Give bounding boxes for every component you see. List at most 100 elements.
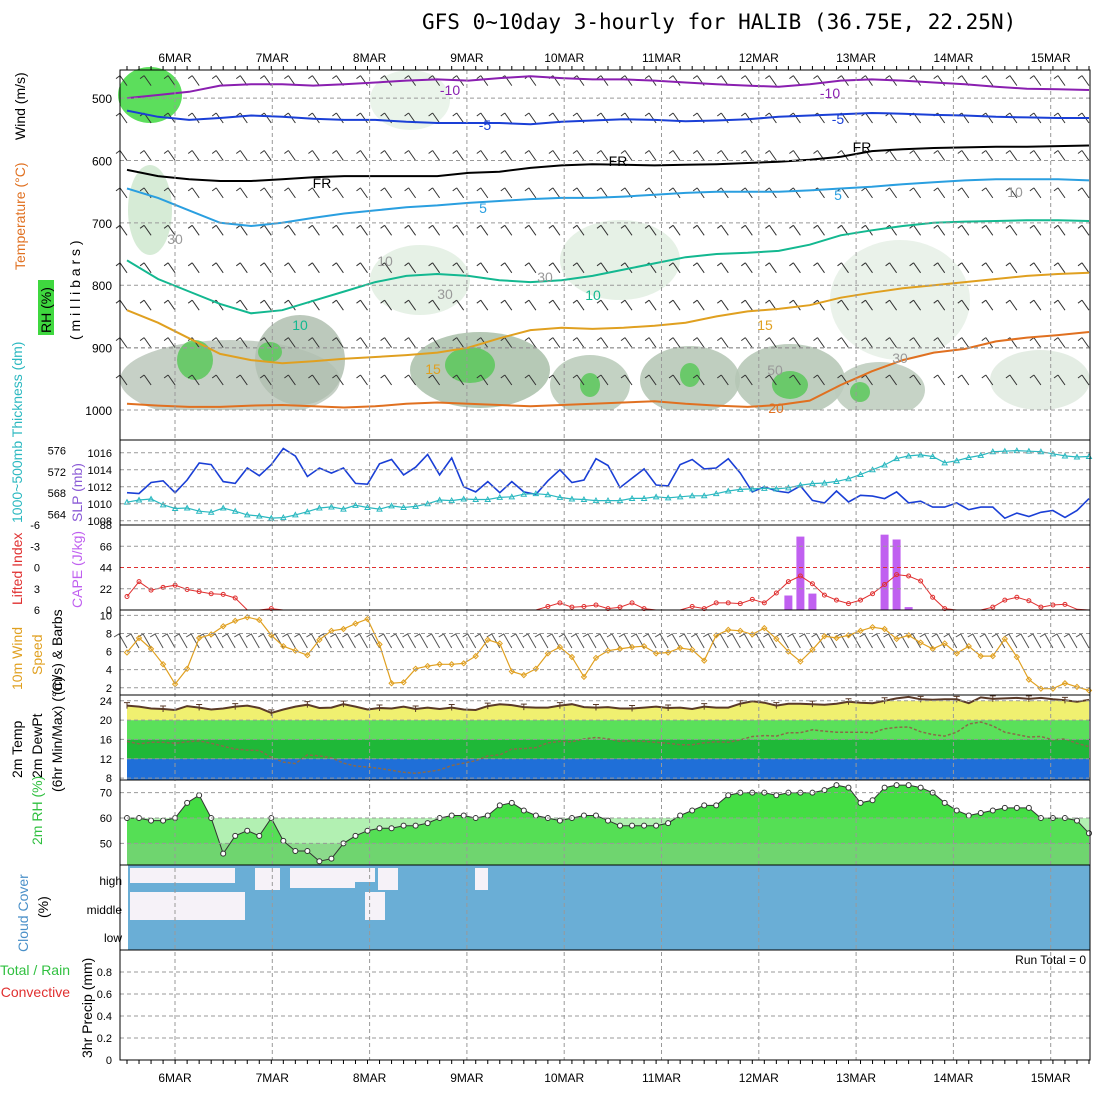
wind-barb: [644, 112, 657, 124]
wind-barb: [644, 150, 657, 161]
wind-barb: [187, 187, 200, 199]
cloud-gap: [365, 892, 385, 920]
wind-barb: [308, 374, 320, 386]
surface-barb: [690, 633, 705, 649]
wind-marker: [893, 635, 900, 643]
cape-bar: [808, 593, 817, 610]
wind-barb: [741, 75, 753, 86]
y-label-cape: CAPE (J/kg): [69, 531, 85, 608]
wind-barb: [452, 299, 465, 311]
wind-barb: [548, 374, 561, 386]
wind-barb: [933, 224, 946, 236]
wind-marker: [436, 661, 443, 668]
wind-barb: [620, 75, 633, 86]
thickness-marker: [388, 502, 395, 509]
y-tick-thickness: 576: [48, 446, 66, 458]
temp-minmax: [448, 704, 455, 711]
temp-minmax: [1025, 695, 1032, 702]
rh-shade: [850, 382, 870, 402]
y-label-wind-1: 10m Wind: [9, 627, 25, 690]
wind-barb: [717, 299, 729, 311]
thickness-marker: [628, 494, 636, 501]
day-label-bottom: 7MAR: [256, 1071, 290, 1085]
wind-barb: [332, 224, 344, 236]
wind-barb: [356, 337, 368, 348]
wind-barb: [717, 112, 729, 124]
wind-marker: [761, 624, 768, 632]
wind-barb: [1005, 75, 1018, 86]
wind-barb: [1053, 299, 1066, 311]
rh-marker: [869, 797, 876, 804]
rh-marker: [400, 822, 407, 829]
wind-barb: [404, 224, 417, 236]
thickness-marker: [929, 452, 937, 459]
thickness-marker: [1085, 452, 1093, 459]
wind-barb: [524, 150, 537, 161]
wind-barb: [572, 299, 585, 311]
wind-barb: [356, 150, 368, 161]
label-layer: 6MAR 6MAR 7MAR 7MAR 8MAR 8MAR 9MAR 9MAR 10MAR 10M…: [0, 51, 1086, 1085]
wind-barb: [356, 112, 368, 124]
wind-barb: [428, 187, 441, 199]
wind-barb: [741, 337, 753, 348]
isotherm--5: [126, 109, 1089, 126]
y-tick-precip: 0: [106, 1055, 112, 1067]
y-label-temp-3: (6hr Min/Max) (°C): [49, 677, 65, 792]
wind-barb: [428, 262, 441, 274]
surface-barb: [354, 633, 368, 649]
surface-barb: [919, 633, 934, 649]
temp-minmax: [268, 709, 275, 716]
rh-marker: [701, 802, 708, 809]
thickness-marker: [700, 492, 708, 499]
wind-marker: [1061, 680, 1069, 687]
wind-marker: [244, 614, 251, 621]
wind-marker: [797, 658, 804, 665]
wind-barb: [933, 262, 946, 274]
wind-barb: [789, 299, 801, 311]
wind-barb: [596, 262, 609, 274]
thickness-marker: [496, 493, 504, 500]
wind-barb: [837, 337, 849, 348]
contour-label: FR: [313, 175, 332, 191]
cloud-row-middle: middle: [87, 903, 123, 917]
wind-marker: [159, 661, 167, 668]
surface-barb: [1051, 633, 1066, 649]
rh-marker: [424, 820, 431, 827]
thickness-marker: [652, 493, 660, 500]
wind-marker: [1085, 687, 1093, 694]
surface-barb: [390, 633, 405, 649]
thickness-marker: [328, 503, 335, 510]
wind-marker: [484, 636, 491, 644]
rh-marker: [148, 817, 155, 824]
wind-barb: [524, 262, 537, 274]
surface-barb: [330, 633, 344, 649]
surface-barb: [161, 633, 176, 649]
wind-barb: [236, 112, 248, 124]
thickness-marker: [616, 497, 624, 504]
li-marker: [833, 597, 839, 603]
wind-barb: [452, 112, 465, 124]
wind-barb: [933, 150, 946, 161]
wind-marker: [713, 632, 720, 639]
rh-marker: [1001, 804, 1008, 811]
wind-marker: [388, 680, 395, 687]
wind-barb: [308, 75, 320, 86]
wind-barb: [1053, 224, 1066, 236]
wind-barb: [957, 374, 970, 386]
li-marker: [629, 600, 635, 606]
wind-barb: [1029, 150, 1042, 161]
thickness-marker: [833, 477, 840, 484]
thickness-marker: [520, 490, 528, 497]
wind-barb: [139, 299, 152, 311]
rh-marker: [364, 827, 371, 834]
wind-barb: [236, 299, 248, 311]
wind-barb: [139, 150, 152, 161]
wind-barb: [1053, 262, 1066, 274]
wind-barb: [476, 262, 489, 274]
temp-minmax: [484, 702, 491, 710]
wind-marker: [352, 620, 359, 627]
rh-marker: [460, 812, 467, 819]
surface-barb: [678, 633, 693, 649]
li-marker: [725, 600, 731, 606]
surface-barb: [642, 633, 657, 649]
